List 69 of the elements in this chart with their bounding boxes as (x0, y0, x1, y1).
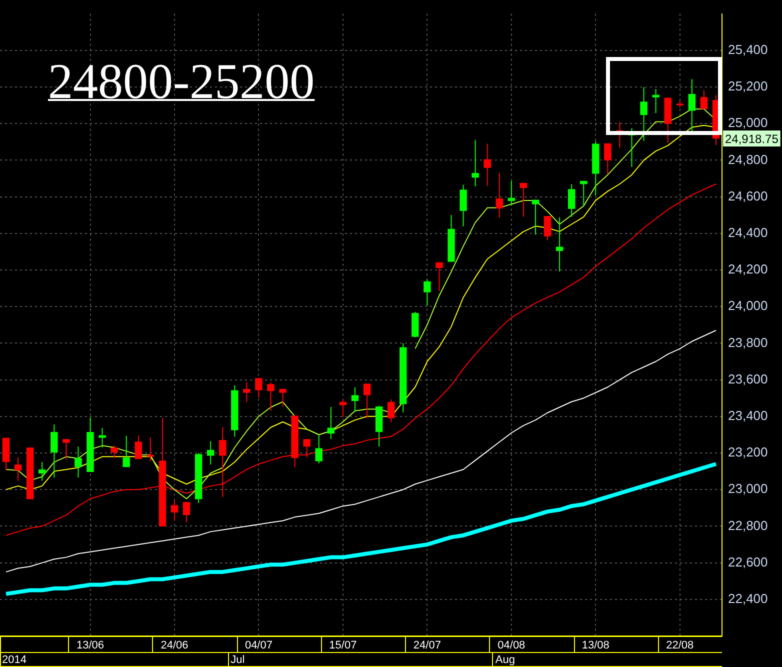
x-tick-label: 22/08 (666, 640, 694, 652)
y-tick-label: 25,000 (728, 115, 768, 130)
text: 2014 (2, 654, 26, 666)
text: Jul (230, 654, 245, 666)
y-tick-label: 23,600 (728, 371, 768, 386)
candlestick (243, 382, 250, 402)
candlestick (436, 262, 443, 292)
x-tick-label: 15/07 (329, 640, 357, 652)
y-tick-label: 24,000 (728, 298, 768, 314)
candlestick (532, 199, 540, 236)
text: Aug (495, 654, 515, 666)
candlestick (182, 502, 190, 523)
candlestick (327, 406, 335, 440)
candlestick (424, 278, 431, 306)
y-tick-label: 24,600 (728, 188, 768, 204)
candlestick (74, 446, 82, 478)
y-tick-label: 24,800 (728, 152, 768, 167)
candlestick (496, 172, 503, 218)
candlestick (387, 398, 395, 423)
candlestick (50, 424, 58, 478)
candlestick (460, 184, 467, 227)
y-tick-label: 23,400 (728, 408, 768, 423)
candlestick (568, 184, 576, 218)
candlestick (134, 434, 142, 460)
candlestick (412, 311, 419, 338)
candlestick (315, 434, 322, 464)
candlestick (700, 90, 708, 110)
text: 24,918.75 (725, 132, 779, 146)
candlestick (484, 143, 491, 186)
x-tick-label: 24/06 (160, 640, 188, 652)
candlestick (170, 500, 178, 522)
candlestick (520, 182, 528, 218)
candlestick (556, 216, 564, 272)
candlestick (267, 382, 274, 412)
candlestick (122, 435, 130, 468)
candlestick (14, 456, 22, 482)
candlestick (652, 88, 660, 114)
y-tick-label: 25,400 (728, 42, 768, 57)
y-tick-label: 22,600 (728, 554, 768, 570)
x-tick-label: 04/07 (244, 640, 272, 652)
candlestick (640, 86, 648, 142)
y-tick-label: 23,800 (728, 334, 768, 350)
y-tick-label: 23,000 (728, 481, 768, 496)
candlestick (38, 461, 46, 482)
y-tick-label: 24,400 (728, 224, 768, 240)
candlestick (363, 383, 371, 418)
y-tick-label: 25,200 (728, 78, 768, 94)
candlestick (110, 445, 118, 458)
x-tick-label: 13/06 (76, 640, 104, 652)
candlestick (219, 426, 226, 498)
y-tick-label: 22,800 (728, 518, 768, 533)
candlestick (604, 142, 612, 175)
candlestick (544, 216, 552, 241)
x-tick-label: 13/08 (582, 640, 610, 652)
candlestick (206, 440, 214, 466)
y-tick-label: 24,200 (728, 262, 768, 277)
y-tick-label: 22,400 (728, 590, 768, 606)
candlestick (279, 388, 286, 408)
candlestick (98, 427, 106, 448)
x-tick-label: 04/08 (498, 640, 526, 652)
candlestick (255, 378, 262, 398)
annotation: 24800-25200 (48, 52, 315, 110)
y-tick-label: 23,200 (728, 444, 768, 460)
candlestick (303, 438, 310, 458)
candlestick (351, 386, 359, 412)
candlestick (472, 139, 479, 187)
candlestick (62, 438, 70, 460)
candlestick (508, 180, 516, 206)
x-tick-label: 24/07 (413, 640, 441, 652)
